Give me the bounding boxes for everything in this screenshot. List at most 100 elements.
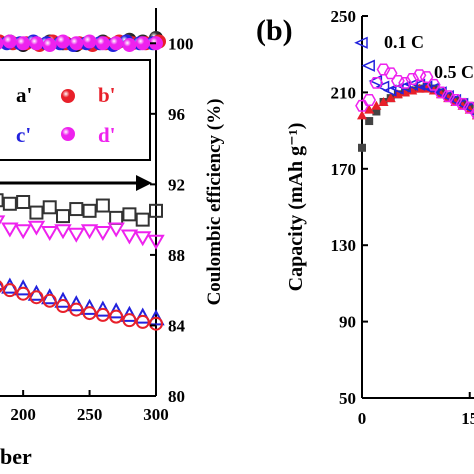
panel-a-legend: a' b' c' d' [0, 59, 151, 161]
panel-a-legend-label-b: b' [98, 83, 116, 107]
panel-b-left-tick-label: 50 [339, 389, 356, 408]
panel-a-cap-point-a [2, 196, 17, 211]
panel-b-point-d [448, 94, 463, 106]
panel-b-annotation-0-5c: 0.5 C [434, 62, 474, 82]
panel-a-cap-point-a [56, 209, 70, 224]
panel-a-ce-point-d [69, 36, 84, 51]
panel-b-point-c [440, 90, 454, 103]
panel-b-point-d [462, 101, 474, 114]
panel-a-cap-point-b [149, 316, 163, 331]
panel-a-legend-label-d: d' [98, 123, 116, 147]
panel-a: 80 84 88 92 96 100 200 250 300 Coulombic effici… [0, 8, 225, 469]
panel-b-point-c [426, 82, 440, 95]
panel-b-point-b [364, 104, 375, 114]
panel-b-point-d [470, 107, 474, 120]
panel-a-cap-point-b [0, 280, 4, 293]
panel-a-cap-point-a [0, 193, 4, 208]
panel-a-cap-point-b [56, 299, 70, 314]
panel-b-point-b [385, 93, 396, 103]
panel-b-point-d [369, 76, 384, 89]
panel-a-cap-point-d [67, 227, 86, 243]
panel-a-ce-point-d [122, 38, 137, 53]
panel-a-cap-point-d [1, 222, 19, 238]
panel-a-cap-point-a [109, 210, 124, 225]
panel-a-cap-point-b [122, 313, 137, 328]
panel-a-cap-point-a [135, 212, 150, 227]
panel-a-arrow-head [136, 175, 152, 191]
panel-a-cap-point-d [133, 231, 152, 247]
panel-b-point-c [361, 59, 375, 72]
panel-a-bottom-tick-label: 250 [77, 405, 103, 424]
panel-a-ce-point-d [0, 37, 4, 50]
panel-a-cap-point-a [42, 200, 57, 215]
panel-b-point-c [454, 97, 469, 111]
panel-a-cap-point-d [80, 224, 99, 240]
panel-b-point-c [447, 93, 462, 107]
panel-b-point-d [362, 94, 377, 106]
panel-b-left-ticks: 50 90 130 170 210 250 [331, 7, 368, 408]
panel-b-point-d [434, 86, 448, 99]
panel-b-point-a [372, 107, 381, 116]
panel-b-left-tick-label: 250 [331, 7, 357, 26]
panel-b-bottom-tick-label: 0 [358, 409, 367, 428]
panel-a-cap-point-a [122, 207, 137, 222]
panel-a-cap-point-b [109, 309, 124, 324]
panel-a-cap-point-a [16, 195, 31, 209]
panel-a-cap-point-d [94, 225, 112, 241]
panel-a-legend-marker-d [61, 127, 75, 141]
panel-a-right-tick-label: 88 [168, 246, 185, 265]
panel-a-legend-box [0, 59, 151, 161]
panel-a-right-tick-label: 100 [168, 34, 194, 53]
panel-b-left-tick-label: 170 [331, 160, 357, 179]
panel-a-cap-point-a [82, 203, 97, 218]
panel-a-cap-point-b [29, 290, 44, 305]
panel-b-point-b [378, 96, 389, 106]
panel-a-right-axis-label: Coulombic efficiency (%) [204, 99, 225, 306]
panel-a-ce-point-d [29, 36, 44, 51]
panel-a-bottom-ticks: 200 250 300 [10, 390, 169, 424]
panel-b-point-d [376, 63, 391, 76]
panel-a-cap-point-d [54, 224, 72, 240]
panel-a-ce-point-d [2, 34, 17, 49]
panel-a-cap-point-b [82, 306, 97, 321]
panel-a-legend-label-a: a' [16, 83, 32, 107]
panel-a-bottom-tick-label: 200 [10, 405, 36, 424]
panel-b-point-d [455, 97, 470, 110]
panel-b-points [354, 36, 474, 152]
panel-b-point-c [354, 36, 368, 49]
panel-b-bottom-ticks: 0 15 [358, 392, 474, 428]
panel-b: 50 90 130 170 210 250 0 15 (b) Capacity (mAh g… [256, 7, 474, 428]
panel-b-point-d [441, 90, 456, 103]
panel-b-point-c [461, 102, 474, 114]
panel-a-right-tick-label: 80 [168, 387, 185, 406]
panel-a-right-tick-label: 84 [168, 316, 186, 335]
panel-a-cap-point-d [120, 229, 139, 245]
panel-a-cap-point-b [16, 286, 31, 301]
panel-a-cap-point-a [29, 205, 44, 220]
panel-b-left-tick-label: 130 [331, 236, 357, 255]
panel-b-point-d [398, 76, 412, 89]
panel-a-cap-point-a [149, 203, 163, 218]
panel-a-cap-point-d [107, 222, 125, 238]
panel-a-arrow [0, 175, 152, 191]
panel-b-bottom-tick-label: 15 [461, 409, 474, 428]
panel-a-ce-point-d [16, 36, 31, 51]
panel-b-y-axis-label: Capacity (mAh g⁻¹) [285, 123, 307, 292]
panel-b-label: (b) [256, 14, 293, 47]
panel-a-cap-point-d [147, 234, 165, 250]
panel-b-point-b [371, 100, 382, 110]
panel-a-ce-point-d [56, 34, 70, 49]
panel-a-cap-point-b [69, 302, 84, 317]
panel-b-point-d [405, 73, 420, 85]
panel-a-legend-marker-b [61, 89, 75, 103]
panel-a-cap-point-b [42, 293, 57, 308]
panel-a-right-tick-label: 96 [168, 105, 185, 124]
panel-a-cap-point-a [95, 198, 110, 213]
panel-b-left-tick-label: 90 [339, 313, 356, 332]
panel-b-point-c [375, 80, 390, 93]
panel-a-cap-point-d [27, 220, 46, 236]
panel-b-point-d [355, 99, 369, 112]
panel-b-annotation-0-1c: 0.1 C [384, 32, 424, 52]
panel-a-ce-point-d [109, 36, 124, 51]
